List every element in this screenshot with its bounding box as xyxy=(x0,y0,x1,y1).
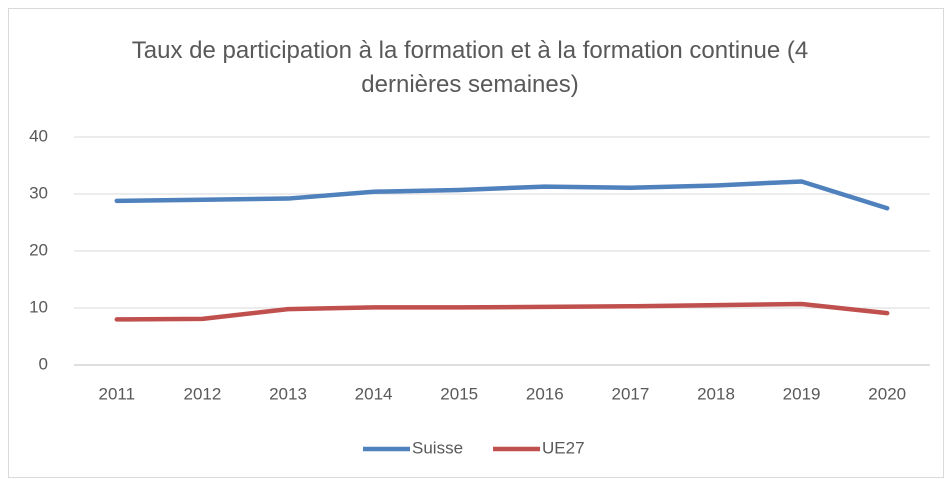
x-tick-label: 2016 xyxy=(526,384,564,403)
x-tick-label: 2015 xyxy=(440,384,478,403)
x-tick-label: 2017 xyxy=(611,384,649,403)
x-tick-label: 2018 xyxy=(697,384,735,403)
y-tick-label: 40 xyxy=(29,126,48,145)
y-tick-label: 10 xyxy=(29,297,48,316)
chart-frame xyxy=(8,8,944,478)
series-line xyxy=(114,179,890,211)
x-tick-label: 2014 xyxy=(355,384,393,403)
y-tick-label: 20 xyxy=(29,240,48,259)
x-tick-label: 2012 xyxy=(183,384,221,403)
series-line xyxy=(114,301,890,322)
x-tick-label: 2020 xyxy=(868,384,906,403)
y-tick-label: 30 xyxy=(29,183,48,202)
x-tick-label: 2019 xyxy=(783,384,821,403)
y-tick-label: 0 xyxy=(39,354,48,373)
x-tick-label: 2013 xyxy=(269,384,307,403)
x-tick-label: 2011 xyxy=(99,384,136,403)
legend-label: UE27 xyxy=(542,438,585,457)
legend-label: Suisse xyxy=(412,438,463,457)
chart-title: Taux de participation à la formation et … xyxy=(131,37,809,98)
